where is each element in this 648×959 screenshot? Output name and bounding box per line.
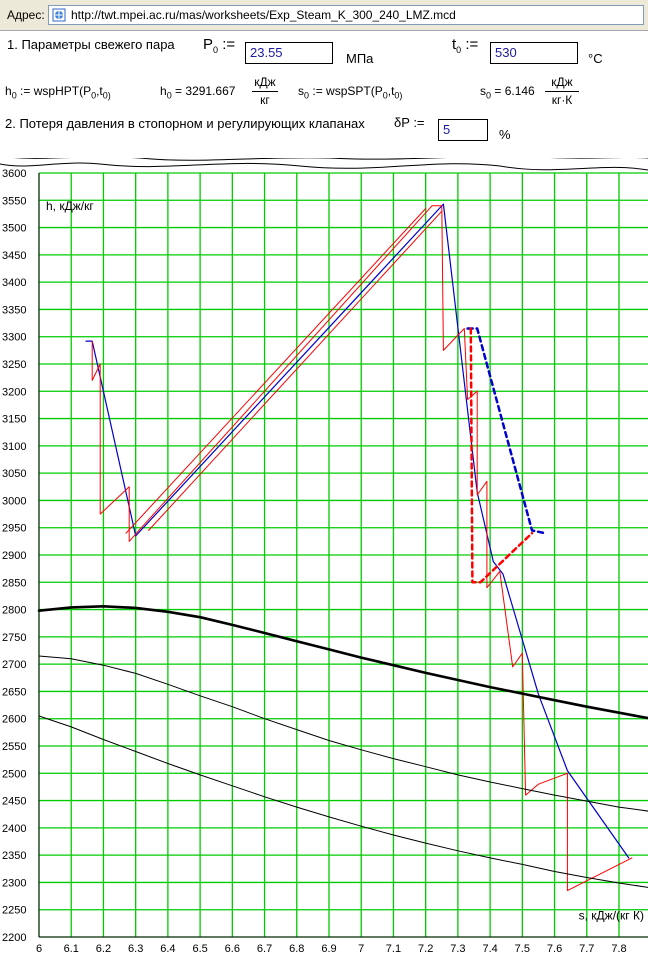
h0-unit-numerator: кДж [254,75,276,89]
x-tick-label: 6.6 [225,943,240,955]
x-tick-label: 6.3 [128,943,143,955]
dp-unit: % [499,127,511,142]
x-axis-label: s, кДж/(кг К) [579,909,644,923]
s0-definition: s0 := wspSPT(P0,t0) [298,84,403,101]
y-tick-label: 2250 [2,905,26,917]
grid [38,172,648,938]
series-line-4 [125,208,427,534]
y-tick-label: 3600 [2,168,26,180]
p0-symbol: P0 := [203,36,236,55]
h0-definition: h0 := wspHPT(P0,t0) [5,84,111,101]
y-tick-label: 3050 [2,468,26,480]
y-tick-label: 3550 [2,195,26,207]
y-tick-label: 3450 [2,250,26,262]
x-tick-label: 6.8 [289,943,304,955]
y-tick-label: 3000 [2,495,26,507]
address-input[interactable]: http://twt.mpei.ac.ru/mas/worksheets/Exp… [48,5,644,25]
x-tick-label: 7 [358,943,364,955]
y-tick-label: 3500 [2,223,26,235]
y-tick-label: 3100 [2,441,26,453]
y-tick-label: 2600 [2,714,26,726]
worksheet-header: 1. Параметры свежего пара P0 := 23.55 МП… [0,31,648,171]
h0-result: h0 = 3291.667 [160,84,236,101]
y-tick-label: 3150 [2,414,26,426]
x-tick-label: 7.4 [482,943,497,955]
x-tick-label: 6 [36,943,42,955]
h0-unit-denominator: кг [260,93,270,107]
y-tick-label: 2800 [2,605,26,617]
series-line-0 [85,203,630,859]
y-tick-label: 3250 [2,359,26,371]
page-icon [52,8,66,22]
torn-edge-line-2 [13,158,648,161]
tick-labels: 2200 2250 2300 2350 2400 2450 2500 2550 2600 2650… [2,168,644,955]
address-url[interactable]: http://twt.mpei.ac.ru/mas/worksheets/Exp… [71,8,456,22]
y-tick-label: 2550 [2,741,26,753]
section-2-title: 2. Потеря давления в стопорном и регулир… [5,116,365,131]
p0-unit: МПа [346,51,374,66]
y-tick-label: 2400 [2,823,26,835]
t0-input[interactable]: 530 [490,42,578,64]
series-line-2 [469,327,534,584]
torn-edge-line-1 [0,162,648,171]
series-line-1 [466,327,547,535]
x-tick-label: 7.5 [515,943,530,955]
y-tick-label: 2350 [2,850,26,862]
y-tick-label: 2650 [2,686,26,698]
address-label: Адрес: [7,8,45,22]
series-line-7 [38,655,648,812]
s0-result: s0 = 6.146 [480,84,535,101]
h-s-diagram: 2200 2250 2300 2350 2400 2450 2500 2550 2600 2650… [0,158,648,955]
y-tick-label: 2900 [2,550,26,562]
y-tick-label: 3300 [2,332,26,344]
x-tick-label: 6.7 [257,943,272,955]
y-tick-label: 2700 [2,659,26,671]
y-tick-label: 3200 [2,386,26,398]
x-tick-label: 6.4 [160,943,175,955]
torn-edge-fill [0,158,648,170]
h0-unit-fraction-bar [252,91,278,92]
series-group [37,203,648,892]
x-tick-label: 7.3 [450,943,465,955]
y-tick-label: 2500 [2,768,26,780]
x-tick-label: 6.9 [321,943,336,955]
series-line-6 [37,604,648,720]
s0-unit-numerator: кДж [551,75,573,89]
address-bar: Адрес: http://twt.mpei.ac.ru/mas/workshe… [0,0,648,31]
t0-symbol: t0 := [452,36,479,55]
y-tick-label: 2850 [2,577,26,589]
section-1-title: 1. Параметры свежего пара [7,37,175,52]
t0-unit: °C [588,51,603,66]
p0-input[interactable]: 23.55 [245,42,333,64]
y-tick-label: 3350 [2,304,26,316]
series-line-8 [38,715,648,888]
torn-edge-divider [0,158,648,171]
y-tick-label: 3400 [2,277,26,289]
x-tick-label: 7.1 [386,943,401,955]
s0-unit-fraction-bar [545,91,579,92]
y-tick-label: 2450 [2,796,26,808]
y-tick-label: 2200 [2,932,26,944]
x-tick-label: 6.2 [96,943,111,955]
y-tick-label: 2750 [2,632,26,644]
s0-unit-denominator: кг·К [551,93,573,107]
series-line-5 [148,210,443,531]
x-tick-label: 7.8 [611,943,626,955]
x-tick-label: 7.7 [579,943,594,955]
series-line-3 [91,205,633,892]
x-tick-label: 6.5 [192,943,207,955]
dp-symbol: δP := [394,115,425,130]
y-tick-label: 2300 [2,877,26,889]
dp-input[interactable]: 5 [438,119,488,141]
x-tick-label: 7.6 [547,943,562,955]
y-tick-label: 2950 [2,523,26,535]
x-tick-label: 6.1 [64,943,79,955]
y-axis-label: h, кДж/кг [46,199,94,213]
x-tick-label: 7.2 [418,943,433,955]
